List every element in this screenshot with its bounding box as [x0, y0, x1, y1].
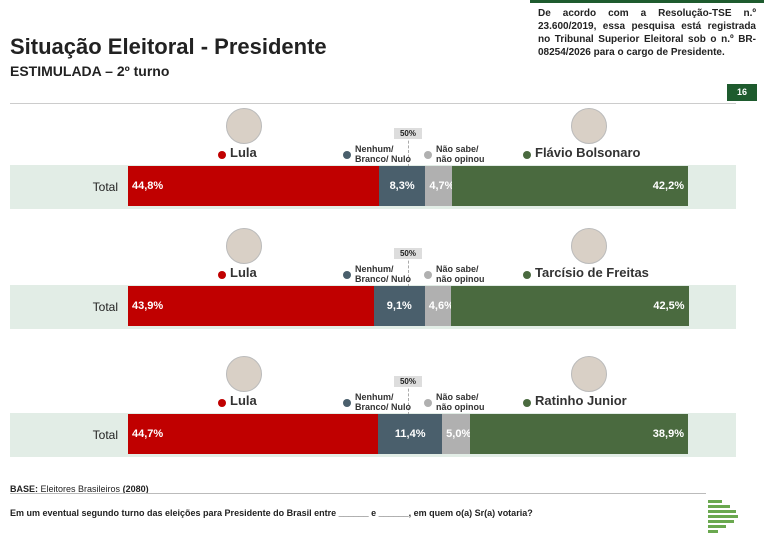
- value-label: 38,9%: [652, 428, 684, 440]
- bar: 9,1%: [373, 286, 425, 326]
- legend-label: Tarcísio de Freitas: [535, 265, 649, 280]
- category-label: Total: [92, 300, 118, 314]
- bar: 44,8%: [128, 166, 379, 206]
- avatar: [571, 108, 607, 144]
- legend-marker: [424, 151, 432, 159]
- avatar: [571, 228, 607, 264]
- bar: 42,2%: [451, 166, 688, 206]
- legend-label: Lula: [230, 265, 257, 280]
- reference-line: [408, 384, 409, 415]
- legend-marker: [218, 271, 226, 279]
- legend-marker: [343, 151, 351, 159]
- title: Situação Eleitoral - Presidente: [10, 34, 327, 59]
- legend-label: Não sabe/ não opinou: [436, 392, 485, 412]
- reference-line: [408, 136, 409, 167]
- avatar: [226, 228, 262, 264]
- legend-marker: [523, 151, 531, 159]
- reference-label: 50%: [394, 128, 422, 139]
- value-label: 9,1%: [386, 300, 412, 312]
- question: Em um eventual segundo turno das eleiçõe…: [10, 508, 533, 518]
- value-label: 44,8%: [132, 180, 164, 192]
- legend-marker: [523, 271, 531, 279]
- legend-label: Flávio Bolsonaro: [535, 145, 641, 160]
- reference-label: 50%: [394, 376, 422, 387]
- bar: 5,0%: [442, 414, 472, 454]
- avatar: [226, 108, 262, 144]
- reference-line: [408, 256, 409, 287]
- base: BASE: Eleitores Brasileiros (2080): [10, 484, 149, 494]
- legend-marker: [424, 399, 432, 407]
- base-text: Eleitores Brasileiros: [40, 484, 121, 494]
- base-label: BASE:: [10, 484, 39, 494]
- legend-label: Nenhum/ Branco/ Nulo: [355, 144, 412, 164]
- value-label: 43,9%: [132, 300, 164, 312]
- rule: [10, 103, 736, 104]
- logo: [708, 500, 738, 533]
- avatar: [571, 356, 607, 392]
- value-label: 11,4%: [394, 428, 426, 440]
- bar: 11,4%: [378, 414, 443, 454]
- reference-label: 50%: [394, 248, 422, 259]
- legend-marker: [343, 271, 351, 279]
- legend-marker: [523, 399, 531, 407]
- bar: 8,3%: [378, 166, 426, 206]
- bar: 4,7%: [425, 166, 455, 206]
- legend-label: Nenhum/ Branco/ Nulo: [355, 392, 412, 412]
- value-label: 42,2%: [652, 180, 684, 192]
- header-bar: [530, 0, 764, 3]
- subtitle: ESTIMULADA – 2º turno: [10, 63, 170, 79]
- value-label: 4,6%: [428, 300, 454, 312]
- rule: [10, 493, 706, 494]
- bar: 43,9%: [128, 286, 374, 326]
- legend-label: Não sabe/ não opinou: [436, 264, 485, 284]
- legend-label: Ratinho Junior: [535, 393, 627, 408]
- legend-label: Lula: [230, 145, 257, 160]
- category-label: Total: [92, 180, 118, 194]
- value-label: 5,0%: [446, 428, 472, 440]
- bar: 38,9%: [470, 414, 688, 454]
- value-label: 44,7%: [132, 428, 164, 440]
- legend-marker: [218, 399, 226, 407]
- value-label: 8,3%: [389, 180, 415, 192]
- base-n: (2080): [122, 484, 149, 494]
- value-label: 42,5%: [653, 300, 685, 312]
- legend-marker: [343, 399, 351, 407]
- page-number: 16: [727, 84, 757, 101]
- avatar: [226, 356, 262, 392]
- disclaimer: De acordo com a Resolução-TSE n.º 23.600…: [538, 8, 756, 58]
- bar: 4,6%: [424, 286, 454, 326]
- legend-marker: [424, 271, 432, 279]
- value-label: 4,7%: [429, 180, 455, 192]
- bar: 44,7%: [128, 414, 379, 454]
- bar: 42,5%: [450, 286, 689, 326]
- category-label: Total: [92, 428, 118, 442]
- legend-label: Lula: [230, 393, 257, 408]
- legend-marker: [218, 151, 226, 159]
- legend-label: Nenhum/ Branco/ Nulo: [355, 264, 412, 284]
- legend-label: Não sabe/ não opinou: [436, 144, 485, 164]
